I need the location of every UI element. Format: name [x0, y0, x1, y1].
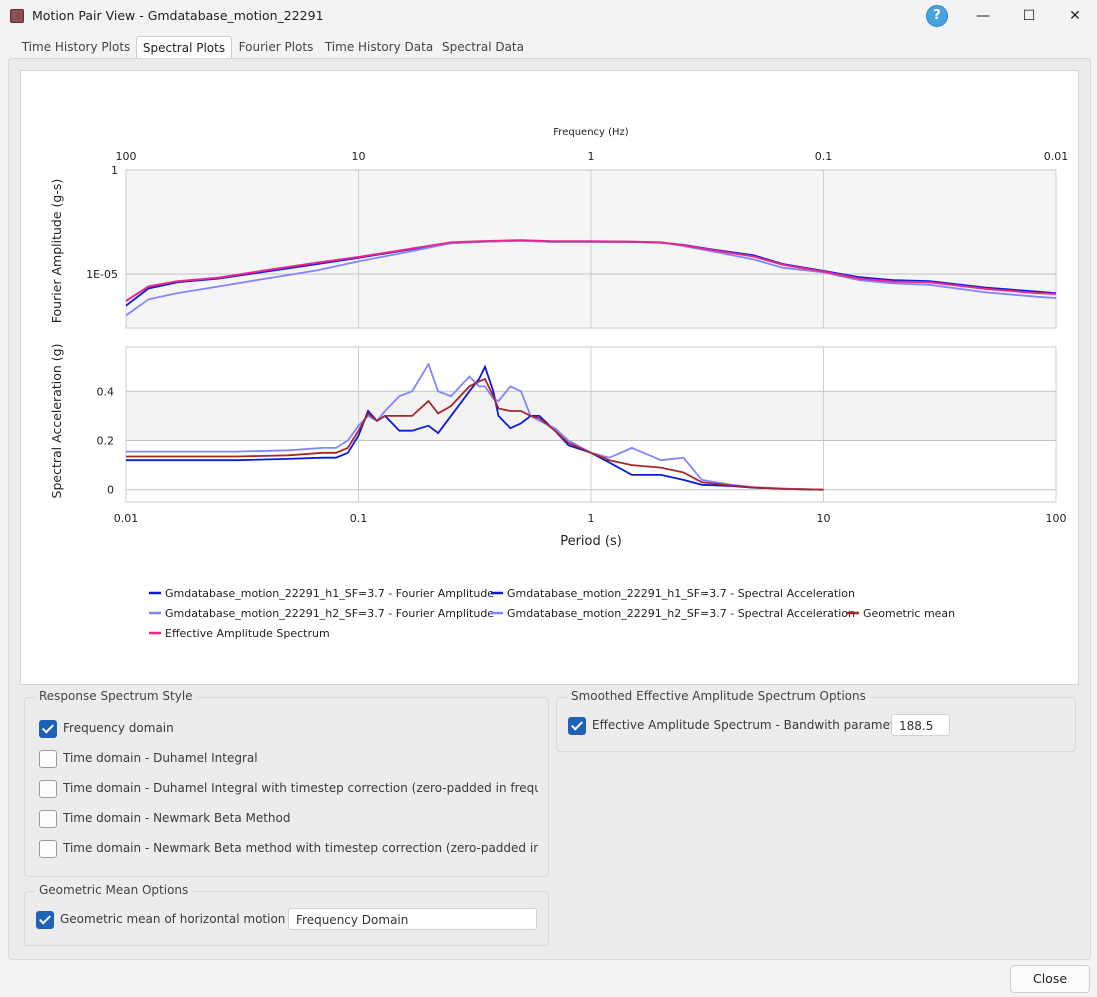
- duhamel-label: Time domain - Duhamel Integral: [63, 751, 258, 765]
- bottom-y-tick-label: 0.2: [97, 434, 115, 447]
- top-y-tick-label: 1: [111, 164, 118, 177]
- tab-time-history-plots[interactable]: Time History Plots: [21, 40, 131, 54]
- title-bar: Motion Pair View - Gmdatabase_motion_222…: [0, 0, 1097, 32]
- option-newmark[interactable]: Time domain - Newmark Beta Method: [39, 810, 539, 830]
- plot-area: Frequency (Hz) Fourier Amplitude (g-s) 1…: [20, 70, 1079, 685]
- bottom-x-tick-label: 0.01: [114, 512, 139, 525]
- legend-label: Effective Amplitude Spectrum: [165, 627, 330, 640]
- top-x-tick-label: 1: [588, 150, 595, 163]
- tab-fourier-plots[interactable]: Fourier Plots: [238, 40, 314, 54]
- bottom-y-axis-label: Spectral Acceleration (g): [49, 344, 64, 499]
- spectral-series-line: [126, 362, 824, 491]
- legend-label: Gmdatabase_motion_22291_h2_SF=3.7 - Spec…: [507, 607, 855, 620]
- top-x-tick-label: 0.01: [1044, 150, 1069, 163]
- minimize-button[interactable]: —: [976, 8, 990, 24]
- top-x-tick-label: 10: [352, 150, 366, 163]
- response-spectrum-group: [24, 697, 549, 877]
- legend-label: Gmdatabase_motion_22291_h2_SF=3.7 - Four…: [165, 607, 494, 620]
- geometric-mean-label: Geometric mean of horizontal motion pair: [60, 912, 290, 926]
- bottom-x-axis-label: Period (s): [560, 534, 622, 549]
- top-y-axis-label: Fourier Amplitude (g-s): [49, 179, 64, 323]
- geometric-mean-method-field[interactable]: Frequency Domain: [288, 908, 537, 930]
- response-spectrum-title: Response Spectrum Style: [35, 689, 197, 703]
- chart-legend: Gmdatabase_motion_22291_h1_SF=3.7 - Four…: [149, 587, 955, 640]
- option-duhamel-corrected[interactable]: Time domain - Duhamel Integral with time…: [39, 780, 539, 800]
- newmark-corrected-label: Time domain - Newmark Beta method with t…: [63, 841, 538, 855]
- eas-options-title: Smoothed Effective Amplitude Spectrum Op…: [567, 689, 870, 703]
- eas-options-group: [556, 697, 1076, 752]
- top-x-ticks: 100 10 1 0.1 0.01: [116, 150, 1069, 163]
- bottom-series: [126, 362, 824, 491]
- geometric-mean-option[interactable]: Geometric mean of horizontal motion pair: [36, 911, 290, 931]
- spectral-series-line: [126, 377, 824, 491]
- frequency-domain-checkbox[interactable]: [39, 720, 57, 738]
- bottom-y-tick-label: 0.4: [97, 385, 115, 398]
- help-icon[interactable]: ?: [926, 5, 948, 27]
- tab-time-history-data[interactable]: Time History Data: [324, 40, 434, 54]
- bottom-x-tick-label: 0.1: [350, 512, 368, 525]
- eas-checkbox[interactable]: [568, 717, 586, 735]
- eas-label: Effective Amplitude Spectrum - Bandwith …: [592, 718, 892, 732]
- fourier-series-line: [125, 239, 1057, 302]
- bottom-x-tick-label: 100: [1046, 512, 1067, 525]
- newmark-label: Time domain - Newmark Beta Method: [63, 811, 291, 825]
- top-grid: [125, 169, 1057, 328]
- tab-spectral-plots[interactable]: Spectral Plots: [136, 36, 232, 60]
- option-newmark-corrected[interactable]: Time domain - Newmark Beta method with t…: [39, 840, 539, 860]
- option-frequency-domain[interactable]: Frequency domain: [39, 720, 539, 740]
- top-x-axis-label: Frequency (Hz): [553, 127, 629, 138]
- bottom-y-tick-label: 0: [107, 484, 114, 497]
- maximize-button[interactable]: ☐: [1022, 8, 1036, 24]
- duhamel-corrected-checkbox[interactable]: [39, 780, 57, 798]
- geometric-mean-title: Geometric Mean Options: [35, 883, 193, 897]
- duhamel-corrected-label: Time domain - Duhamel Integral with time…: [63, 781, 538, 795]
- duhamel-checkbox[interactable]: [39, 750, 57, 768]
- bottom-y-ticks: 0 0.2 0.4: [97, 385, 115, 496]
- bottom-x-tick-label: 1: [588, 512, 595, 525]
- legend-label: Gmdatabase_motion_22291_h1_SF=3.7 - Four…: [165, 587, 494, 600]
- bottom-x-ticks: 0.01 0.1 1 10 100: [114, 512, 1067, 525]
- window-title: Motion Pair View - Gmdatabase_motion_222…: [32, 8, 324, 23]
- newmark-checkbox[interactable]: [39, 810, 57, 828]
- bandwidth-parameter-input[interactable]: 188.5: [891, 714, 950, 736]
- top-x-tick-label: 0.1: [815, 150, 833, 163]
- app-icon: [10, 9, 24, 23]
- legend-label: Geometric mean: [863, 607, 955, 620]
- legend-label: Gmdatabase_motion_22291_h1_SF=3.7 - Spec…: [507, 587, 855, 600]
- top-y-tick-label: 1E-05: [86, 268, 118, 281]
- close-window-button[interactable]: ✕: [1069, 8, 1081, 24]
- top-x-tick-label: 100: [116, 150, 137, 163]
- newmark-corrected-checkbox[interactable]: [39, 840, 57, 858]
- bottom-grid: [125, 347, 1057, 502]
- geometric-mean-checkbox[interactable]: [36, 911, 54, 929]
- frequency-domain-label: Frequency domain: [63, 721, 174, 735]
- close-button[interactable]: Close: [1010, 965, 1090, 993]
- eas-option[interactable]: Effective Amplitude Spectrum - Bandwith …: [568, 717, 892, 737]
- top-series: [125, 239, 1057, 317]
- tab-spectral-data[interactable]: Spectral Data: [441, 40, 524, 54]
- bottom-x-tick-label: 10: [817, 512, 831, 525]
- top-y-ticks: 1 1E-05: [86, 164, 118, 281]
- spectral-plots-chart: Frequency (Hz) Fourier Amplitude (g-s) 1…: [49, 127, 1069, 640]
- spectral-series-line: [126, 364, 824, 491]
- option-duhamel[interactable]: Time domain - Duhamel Integral: [39, 750, 539, 770]
